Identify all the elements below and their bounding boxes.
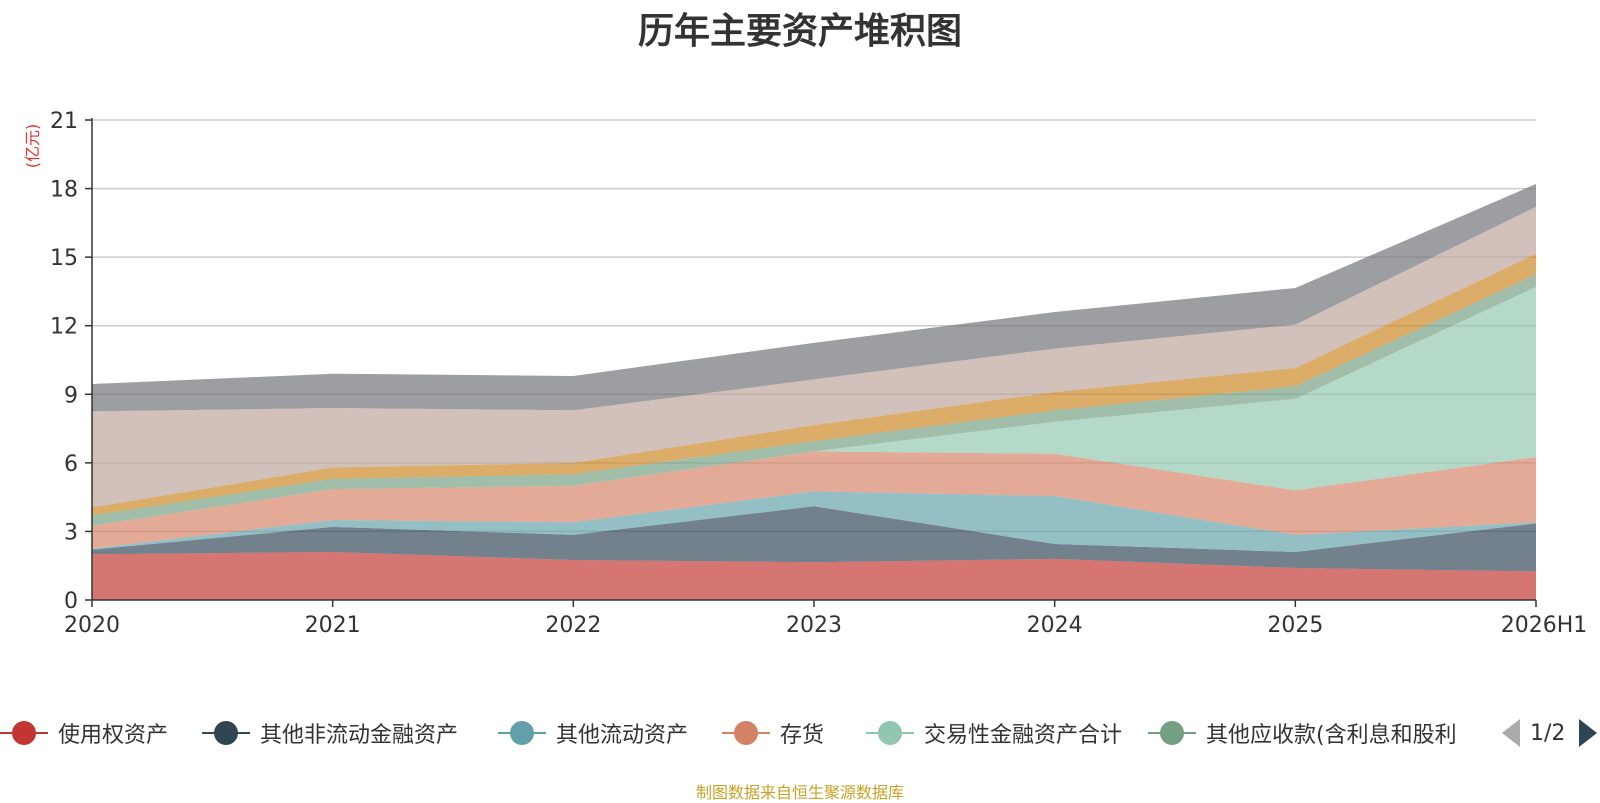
area-series [92, 184, 1536, 600]
x-tick-label: 2020 [64, 613, 120, 638]
legend-item[interactable]: 其他非流动金融资产 [202, 713, 458, 753]
legend-page-indicator: 1/2 [1530, 720, 1566, 746]
legend-label: 其他非流动金融资产 [260, 723, 459, 748]
legend-item[interactable]: 使用权资产 [0, 713, 168, 753]
area-series-2 [92, 506, 1536, 572]
legend-swatch [498, 719, 546, 747]
x-tick-label: 2025 [1267, 613, 1323, 638]
x-tick-label: 2024 [1027, 613, 1083, 638]
legend-label: 交易性金融资产合计 [924, 723, 1123, 748]
x-tick-label: 2022 [545, 613, 601, 638]
y-axis-unit-label: (亿元) [23, 124, 42, 169]
source-note: 制图数据来自恒生聚源数据库 [695, 783, 904, 802]
y-tick-label: 3 [64, 520, 78, 545]
area-series-6 [92, 274, 1536, 526]
legend-label: 存货 [780, 723, 825, 748]
y-tick-label: 15 [50, 246, 78, 271]
legend-item[interactable]: 其他流动资产 [498, 713, 688, 753]
legend-label: 使用权资产 [58, 723, 169, 748]
legend-label: 其他应收款(含利息和股利 [1206, 723, 1457, 748]
legend-item[interactable]: 存货 [722, 713, 824, 753]
y-tick-label: 0 [64, 589, 78, 614]
legend-next-page-button[interactable] [1579, 719, 1598, 747]
legend-swatch [202, 719, 250, 747]
area-series-3 [92, 491, 1536, 552]
legend-prev-page-button[interactable] [1502, 719, 1520, 747]
area-series-7 [92, 253, 1536, 516]
legend-swatch [722, 719, 770, 747]
legend-item[interactable]: 交易性金融资产合计 [866, 713, 1122, 753]
legend-swatch [0, 719, 48, 747]
y-tick-label: 6 [64, 452, 78, 477]
legend-label: 其他流动资产 [556, 723, 689, 748]
area-series-4 [92, 451, 1536, 549]
area-series-9 [92, 184, 1536, 412]
x-tick-label: 2026H1 [1501, 613, 1588, 638]
area-series-8 [92, 206, 1536, 508]
legend-swatch [1148, 719, 1196, 747]
chart-title: 历年主要资产堆积图 [637, 11, 962, 52]
area-series-1 [92, 552, 1536, 600]
x-tick-label: 2021 [305, 613, 361, 638]
axes: 0 3 6 9 12 15 18 21 2020 2021 2022 2023 2024 2025 2026… [50, 109, 1587, 638]
y-tick-label: 12 [50, 315, 78, 340]
y-tick-label: 9 [64, 383, 78, 408]
y-tick-label: 18 [50, 178, 78, 203]
x-tick-label: 2023 [786, 613, 842, 638]
y-tick-label: 21 [50, 109, 78, 134]
legend-item[interactable]: 其他应收款(含利息和股利 [1148, 713, 1457, 753]
legend: 使用权资产 其他非流动金融资产 其他流动资产 存货 交易性金融资产合计 其他应收款(含利息… [0, 713, 1600, 753]
legend-swatch [866, 719, 914, 747]
area-series-5 [92, 286, 1536, 526]
legend-pager: 1/2 [1502, 713, 1598, 753]
